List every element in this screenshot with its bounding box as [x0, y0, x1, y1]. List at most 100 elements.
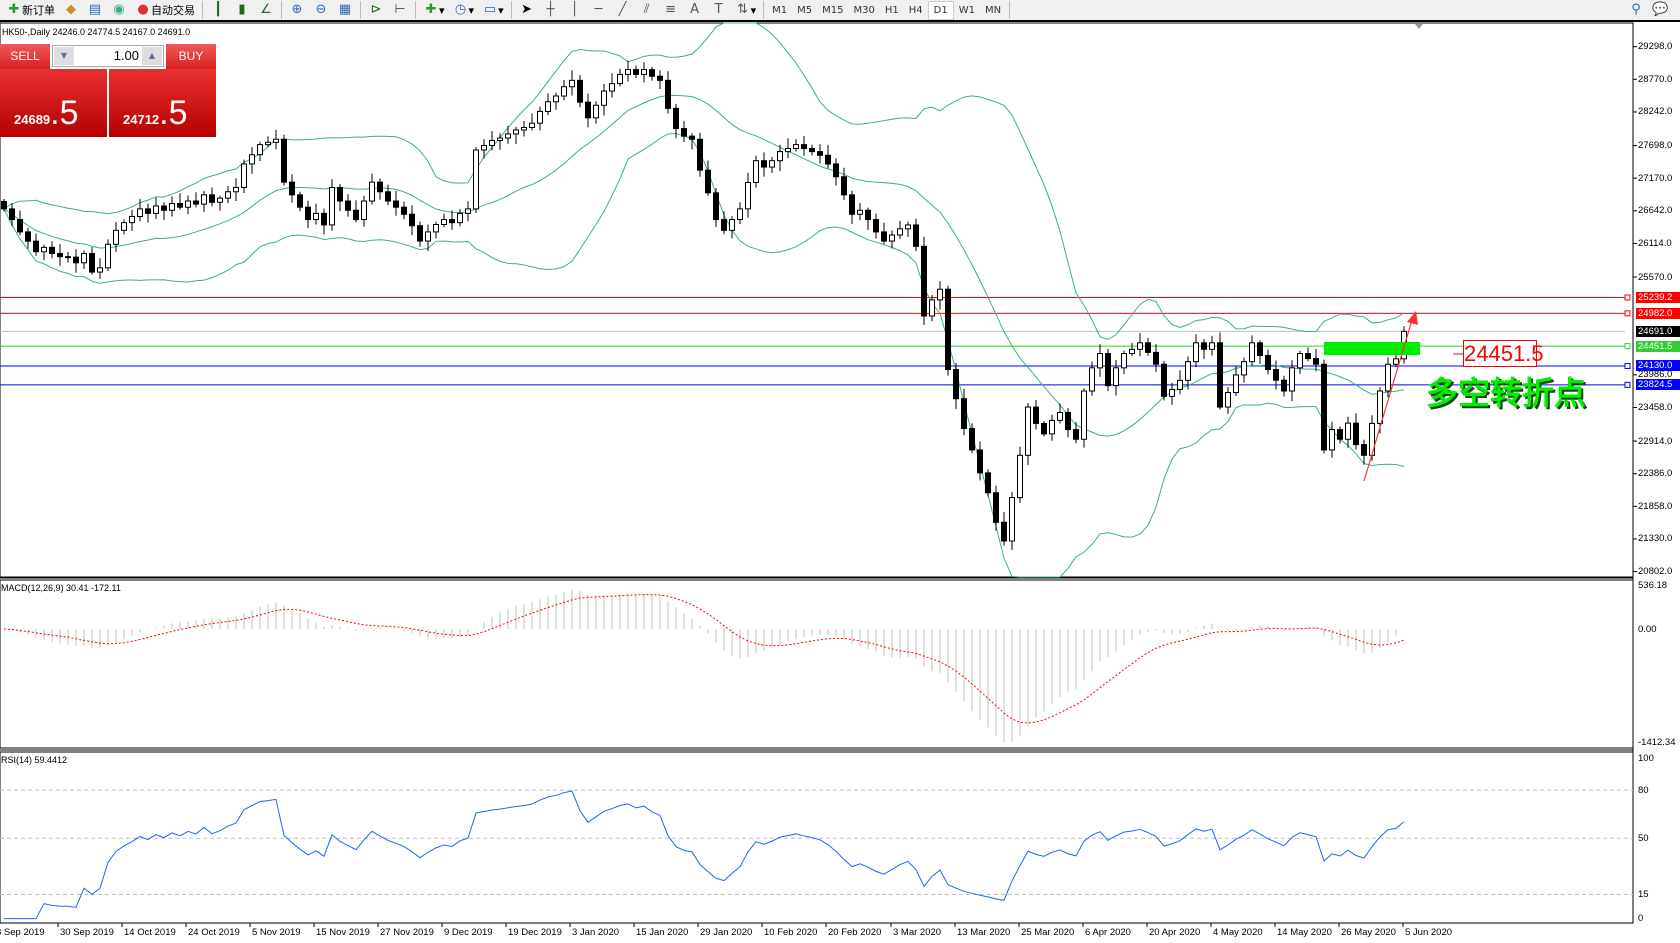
rsi-line	[4, 790, 1405, 920]
separator	[281, 1, 282, 19]
level-handle	[1624, 294, 1631, 301]
bullish-candle	[233, 186, 239, 193]
vertical-line-button[interactable]: │	[563, 0, 587, 20]
candlestick-button[interactable]: ▮	[230, 0, 254, 20]
periods-button[interactable]: ◷ ▾	[449, 0, 479, 20]
separator	[763, 1, 765, 19]
bearish-candle	[713, 192, 719, 221]
zoom-out-button[interactable]: ⊖	[309, 0, 333, 20]
macd-axis-label: 0.00	[1638, 623, 1657, 635]
bullish-candle	[1121, 353, 1127, 369]
bullish-candle	[1025, 406, 1031, 456]
line-chart-icon: ∠	[260, 2, 272, 17]
templates-button[interactable]: ▭ ▾	[483, 2, 504, 17]
decrease-lot-icon[interactable]: ▼	[54, 47, 74, 65]
timeframe-m1[interactable]: M1	[772, 4, 788, 16]
bullish-candle	[905, 224, 911, 230]
bearish-candle	[1273, 369, 1279, 381]
buy-button[interactable]: BUY	[166, 44, 216, 69]
lot-input[interactable]: 1.00	[113, 48, 139, 63]
market-watch-button[interactable]: ◆	[59, 0, 83, 20]
arrows-button[interactable]: ⇅ ▾	[731, 0, 761, 20]
timeframe-h4[interactable]: H4	[908, 4, 923, 16]
search-button[interactable]: ⚲	[1624, 0, 1648, 20]
channel-icon: ⫽	[643, 2, 650, 17]
bullish-candle	[1233, 374, 1239, 394]
date-axis-label: 9 Dec 2019	[444, 927, 493, 938]
bearish-candle	[1, 200, 7, 210]
bullish-candle	[785, 148, 791, 153]
bearish-candle	[673, 107, 679, 130]
label-icon: T	[714, 2, 723, 17]
timeframe-m15[interactable]: M15	[822, 4, 844, 16]
bullish-candle	[473, 149, 479, 210]
bearish-candle	[977, 449, 983, 474]
buy-price-box[interactable]: 24712.5	[109, 69, 216, 137]
trendline-button[interactable]: ╱	[611, 0, 635, 20]
bullish-candle	[265, 141, 271, 146]
bullish-candle	[1249, 342, 1255, 363]
rsi-pane-frame	[0, 751, 1634, 924]
bullish-candle	[1345, 422, 1351, 440]
cursor-button[interactable]: ➤	[515, 0, 539, 20]
price-axis-label: 28770.0	[1638, 73, 1673, 85]
label-button[interactable]: T	[707, 0, 731, 20]
bullish-candle	[641, 69, 647, 75]
bullish-candle	[481, 144, 487, 151]
sell-button[interactable]: SELL	[0, 44, 50, 69]
timeframe-mn[interactable]: MN	[984, 4, 1002, 16]
indicators-button[interactable]: ✚ ▾	[419, 0, 449, 20]
bullish-candle	[121, 222, 127, 231]
chat-button[interactable]: 💬	[1648, 0, 1672, 20]
bearish-candle	[1217, 342, 1223, 408]
fibonacci-button[interactable]: ≡	[659, 0, 683, 20]
rsi-axis-label: 100	[1638, 752, 1654, 764]
text-button[interactable]: A	[683, 0, 707, 20]
bullish-candle	[1209, 342, 1215, 350]
timeframe-h1[interactable]: H1	[884, 4, 899, 16]
bullish-candle	[273, 138, 279, 143]
data-window-button[interactable]: ▤	[83, 0, 107, 20]
timeframe-d1[interactable]: D1	[927, 0, 954, 20]
bullish-candle	[225, 191, 231, 199]
bearish-candle	[25, 231, 31, 242]
bullish-candle	[313, 212, 319, 221]
bullish-candle	[1225, 392, 1231, 408]
timeframe-w1[interactable]: W1	[958, 4, 975, 16]
horizontal-line-button[interactable]: ─	[587, 0, 611, 20]
autoscroll-button[interactable]: ⊳	[364, 0, 388, 20]
bearish-candle	[417, 225, 423, 242]
timeframe-m5[interactable]: M5	[797, 4, 813, 16]
line-chart-button[interactable]: ∠	[254, 0, 278, 20]
bullish-candle	[257, 144, 263, 156]
crosshair-button[interactable]: ┼	[539, 0, 563, 20]
timeframe-m30[interactable]: M30	[853, 4, 875, 16]
price-axis-label: 22914.0	[1638, 435, 1673, 447]
chart-area[interactable]	[0, 22, 1680, 943]
zoom-in-button[interactable]: ⊕	[285, 0, 309, 20]
date-axis-label: 3 Mar 2020	[893, 927, 942, 938]
chart-shift-button[interactable]: ⊢	[388, 0, 412, 20]
signal-button[interactable]: ◉	[107, 0, 131, 20]
new-order-button[interactable]: ✚ 新订单	[2, 0, 59, 20]
level-price-label: 25239.2	[1636, 291, 1680, 303]
date-axis-label: 5 Nov 2019	[252, 927, 301, 938]
tile-windows-icon: ▦	[338, 2, 352, 17]
buy-price: 24712	[123, 112, 160, 127]
bullish-candle	[1177, 379, 1183, 390]
turning-point-text[interactable]: 多空转折点	[1426, 374, 1587, 412]
price-axis-label: 26114.0	[1638, 237, 1672, 249]
bearish-candle	[953, 369, 959, 400]
increase-lot-icon[interactable]: ▲	[142, 47, 162, 65]
bearish-candle	[681, 128, 687, 137]
bar-chart-button[interactable]: ┃	[206, 0, 230, 20]
sell-price-box[interactable]: 24689.5	[0, 69, 107, 137]
auto-trade-button[interactable]: ● 自动交易	[131, 0, 199, 20]
tile-windows-button[interactable]: ▦	[333, 0, 357, 20]
lot-stepper[interactable]: ▼ 1.00 ▲	[52, 45, 164, 67]
price-axis-label: 22386.0	[1638, 468, 1673, 480]
channel-button[interactable]: ⫽	[635, 0, 659, 20]
price-annotation-label[interactable]: 24451.5	[1463, 340, 1544, 367]
bullish-candle	[1081, 390, 1087, 440]
sell-price-fraction: .5	[50, 94, 79, 132]
